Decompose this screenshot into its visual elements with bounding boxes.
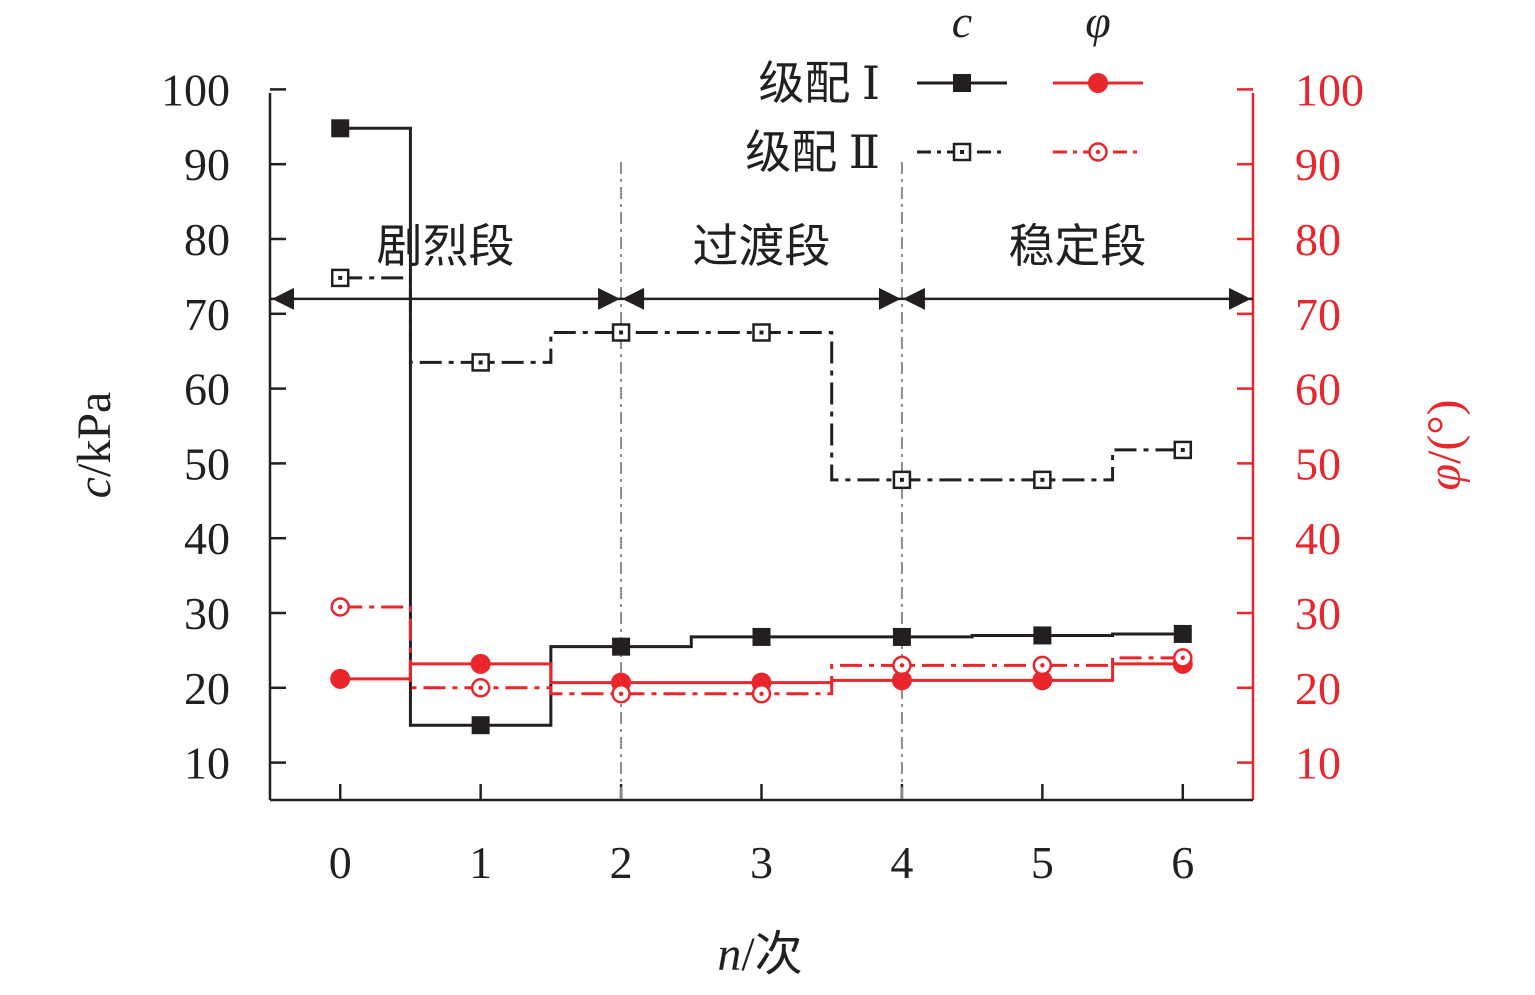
- y-right-tick-label: 60: [1295, 364, 1341, 415]
- y-left-tick-label: 70: [184, 289, 230, 340]
- marker-dot: [1095, 149, 1101, 155]
- data-point: [330, 597, 350, 617]
- y-right-tick-label: 100: [1295, 64, 1364, 115]
- legend-marker: [1088, 142, 1108, 162]
- y-right-tick-label: 90: [1295, 139, 1341, 190]
- legend-col-header: φ: [1085, 0, 1110, 47]
- c-series-1: [331, 119, 1192, 735]
- data-point: [891, 670, 912, 691]
- marker-dot: [338, 604, 343, 610]
- legend-row-label: 级配 Ⅰ: [758, 58, 880, 109]
- y-right-tick-label: 20: [1295, 663, 1341, 714]
- x-tick-label: 0: [329, 837, 352, 888]
- stage-label: 过渡段: [693, 221, 831, 272]
- marker-dot: [899, 663, 905, 668]
- series-line: [340, 126, 1183, 727]
- y-right-tick-label: 70: [1295, 289, 1341, 340]
- marker-dot: [759, 330, 764, 335]
- legend: c φ 级配 Ⅰ 级配 Ⅱ: [745, 0, 1143, 178]
- y-left-tick-label: 60: [184, 364, 230, 415]
- legend-row-label: 级配 Ⅱ: [745, 127, 880, 178]
- data-point: [892, 470, 912, 490]
- marker-dot: [1180, 447, 1185, 452]
- data-point: [1173, 648, 1193, 668]
- data-point: [612, 637, 631, 656]
- data-point: [892, 655, 912, 676]
- series-line: [340, 276, 1183, 482]
- y-left-tick-label: 10: [184, 738, 230, 789]
- y-right-tick-label: 50: [1295, 438, 1341, 489]
- y-right-tick-label: 10: [1295, 738, 1341, 789]
- y-left-tick-label: 30: [184, 588, 230, 639]
- marker-dot: [619, 330, 624, 335]
- marker-dot: [960, 150, 964, 154]
- stage-arrowhead-left: [902, 287, 925, 310]
- data-point: [752, 323, 771, 342]
- series-layer: [330, 119, 1193, 735]
- stage-arrowhead-left: [272, 287, 294, 310]
- y-left-tick-label: 40: [184, 513, 230, 564]
- data-point: [892, 627, 911, 646]
- marker-dot: [1040, 477, 1045, 482]
- marker-dot: [618, 691, 624, 696]
- phi-series-2: [330, 597, 1193, 704]
- data-point: [330, 668, 351, 689]
- stage-arrowhead-right: [1229, 287, 1251, 310]
- y-right-tick-label: 80: [1295, 214, 1341, 265]
- legend-marker: [952, 142, 972, 162]
- marker-dot: [478, 685, 483, 690]
- data-point: [1033, 626, 1052, 645]
- legend-marker: [953, 74, 971, 92]
- stage-annotations: 剧烈段 过渡段 稳定段: [270, 162, 1253, 800]
- data-point: [1033, 470, 1052, 490]
- data-point: [611, 323, 631, 342]
- stage-arrowhead-right: [878, 287, 901, 310]
- marker-dot: [759, 691, 764, 696]
- data-point: [1173, 440, 1193, 460]
- legend-marker: [1088, 73, 1108, 93]
- x-tick-label: 3: [750, 837, 773, 888]
- data-point: [471, 353, 490, 372]
- data-point: [471, 716, 490, 735]
- y-right-tick-label: 40: [1295, 513, 1341, 564]
- stage-arrowhead-right: [598, 287, 621, 310]
- x-tick-label: 1: [469, 837, 492, 888]
- y-right-tick-label: 30: [1295, 588, 1341, 639]
- y-left-tick-label: 80: [184, 214, 230, 265]
- data-point: [1173, 624, 1192, 643]
- data-point: [752, 627, 771, 646]
- legend-col-header: c: [952, 0, 972, 47]
- y-left-tick-label: 100: [161, 64, 230, 115]
- stage-label: 稳定段: [1008, 221, 1146, 272]
- y-left-tick-label: 20: [184, 663, 230, 714]
- y-axis-right-title: φ/(°): [1418, 399, 1471, 490]
- marker-dot: [338, 275, 343, 280]
- x-axis-title: n/次: [717, 928, 802, 981]
- marker-dot: [478, 360, 483, 365]
- x-tick-label: 5: [1031, 837, 1054, 888]
- marker-dot: [899, 477, 904, 482]
- data-point: [331, 119, 350, 138]
- marker-dot: [1040, 663, 1045, 668]
- data-point: [470, 678, 491, 698]
- data-point: [611, 684, 631, 704]
- y-left-tick-label: 50: [184, 438, 230, 489]
- data-point: [330, 268, 350, 288]
- stage-label: 剧烈段: [377, 221, 515, 272]
- data-point: [751, 684, 772, 704]
- data-point: [470, 653, 491, 674]
- x-tick-label: 6: [1171, 837, 1194, 888]
- x-tick-label: 4: [890, 837, 913, 888]
- c-series-2: [330, 268, 1193, 490]
- y-left-tick-label: 90: [184, 139, 230, 190]
- data-point: [1032, 655, 1053, 676]
- marker-dot: [1180, 655, 1185, 661]
- x-tick-label: 2: [610, 837, 633, 888]
- stage-arrowhead-left: [622, 287, 645, 310]
- data-point: [1032, 670, 1053, 691]
- y-axis-left-title: c/kPa: [68, 392, 121, 499]
